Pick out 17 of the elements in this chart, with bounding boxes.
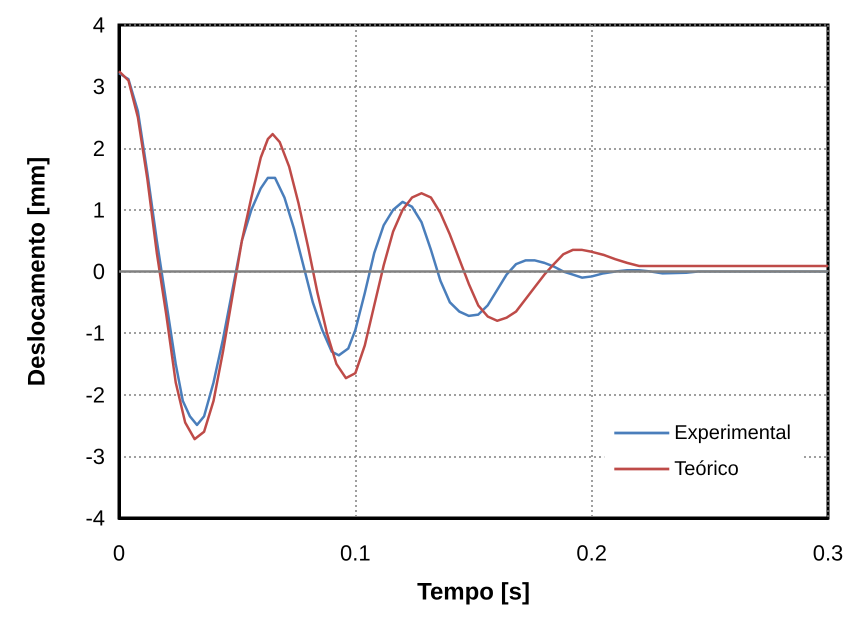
x-tick-label: 0: [112, 540, 126, 566]
y-tick-label: 2: [92, 136, 105, 161]
y-tick-label: 0: [92, 259, 105, 284]
y-tick-label: 1: [92, 197, 105, 222]
y-tick-label: -1: [85, 320, 105, 346]
y-tick-label: 4: [92, 12, 105, 38]
y-tick-label: -2: [85, 382, 105, 408]
x-tick-label: 0.1: [340, 540, 371, 566]
y-axis-title: Deslocamento [mm]: [24, 156, 50, 386]
y-tick-label: -4: [85, 506, 105, 530]
x-axis-title: Tempo [s]: [417, 578, 530, 606]
x-tick-label: 0.2: [576, 540, 607, 566]
legend-label: Experimental: [674, 422, 791, 444]
x-tick-label: 0.3: [812, 540, 844, 566]
y-tick-label: -3: [85, 444, 105, 469]
legend-label: Teórico: [674, 458, 739, 480]
y-tick-label: 3: [92, 74, 105, 100]
